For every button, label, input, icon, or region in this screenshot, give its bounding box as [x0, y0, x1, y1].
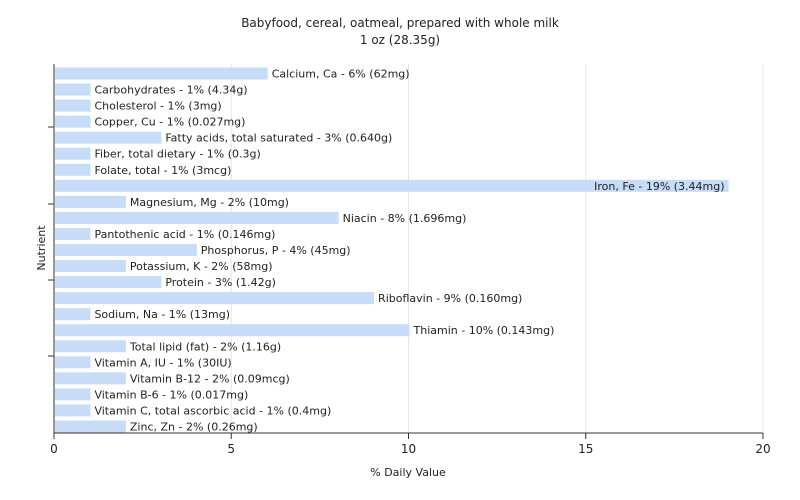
x-tick-label: 10	[401, 442, 416, 456]
bar-label: Niacin - 8% (1.696mg)	[343, 212, 467, 225]
bar	[55, 179, 729, 192]
bar-label: Vitamin B-6 - 1% (0.017mg)	[94, 388, 248, 401]
bar	[55, 292, 375, 305]
x-axis-label: % Daily Value	[370, 466, 446, 479]
bar	[55, 388, 91, 401]
bar	[55, 324, 410, 337]
bar-label: Riboflavin - 9% (0.160mg)	[378, 292, 522, 305]
bar	[55, 404, 91, 417]
bar-label: Thiamin - 10% (0.143mg)	[413, 324, 555, 337]
x-tick-label: 15	[578, 442, 593, 456]
bar-label: Zinc, Zn - 2% (0.26mg)	[130, 420, 258, 433]
bar-label: Phosphorus, P - 4% (45mg)	[201, 244, 351, 257]
bar-label: Sodium, Na - 1% (13mg)	[94, 308, 230, 321]
bar-label: Pantothenic acid - 1% (0.146mg)	[94, 228, 275, 241]
bar	[55, 99, 91, 112]
chart-title: Babyfood, cereal, oatmeal, prepared with…	[241, 16, 559, 30]
bar	[55, 67, 268, 80]
chart-subtitle: 1 oz (28.35g)	[360, 33, 440, 47]
bar-label: Potassium, K - 2% (58mg)	[130, 260, 273, 273]
bar-label: Carbohydrates - 1% (4.34g)	[94, 84, 247, 97]
y-axis-label: Nutrient	[35, 225, 48, 271]
bar	[55, 83, 91, 96]
bar	[55, 211, 339, 224]
bar	[55, 163, 91, 176]
bar	[55, 372, 126, 385]
bar-label: Cholesterol - 1% (3mg)	[94, 100, 221, 113]
bar	[55, 147, 91, 160]
bar-label: Vitamin A, IU - 1% (30IU)	[94, 356, 231, 369]
bar-label: Total lipid (fat) - 2% (1.16g)	[129, 340, 281, 353]
bar-label: Vitamin C, total ascorbic acid - 1% (0.4…	[94, 404, 331, 417]
bar	[55, 276, 162, 289]
x-tick-label: 5	[227, 442, 235, 456]
bar	[55, 420, 126, 433]
bars	[55, 67, 729, 433]
bar	[55, 356, 91, 369]
x-tick-label: 20	[755, 442, 770, 456]
bar	[55, 115, 91, 128]
bar	[55, 244, 197, 256]
bar-label: Protein - 3% (1.42g)	[165, 276, 276, 289]
bar	[55, 260, 126, 273]
x-axis-ticks: 0 5 10 15 20	[50, 433, 771, 456]
bar	[55, 195, 126, 208]
bar-label: Fatty acids, total saturated - 3% (0.640…	[165, 132, 392, 145]
bar-label: Fiber, total dietary - 1% (0.3g)	[94, 148, 260, 161]
bar-label: Calcium, Ca - 6% (62mg)	[272, 68, 410, 81]
bar-label: Vitamin B-12 - 2% (0.09mcg)	[130, 372, 290, 385]
bar-label: Copper, Cu - 1% (0.027mg)	[94, 116, 245, 129]
bar	[55, 308, 91, 321]
bar-label: Iron, Fe - 19% (3.44mg)	[594, 180, 724, 193]
bar	[55, 227, 91, 240]
grid-lines	[230, 64, 764, 433]
x-tick-label: 0	[50, 442, 58, 456]
bar	[55, 131, 162, 144]
bar-label: Magnesium, Mg - 2% (10mg)	[130, 196, 289, 209]
bar	[55, 340, 126, 353]
bar-labels: Calcium, Ca - 6% (62mg) Carbohydrates - 1…	[94, 68, 724, 434]
bar-label: Folate, total - 1% (3mcg)	[94, 164, 231, 177]
